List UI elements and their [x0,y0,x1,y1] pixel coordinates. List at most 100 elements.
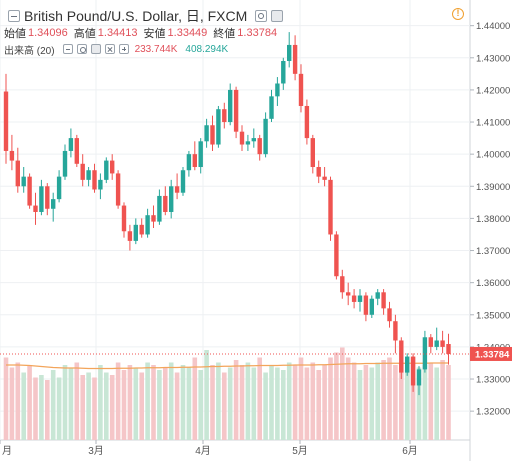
candle-up [56,176,62,200]
candle-up [422,337,428,370]
candle-down [304,105,310,139]
chart-legend: British Pound/U.S. Dollar, 日, FXCM 始値 1.… [0,0,470,62]
candle-down [316,167,321,177]
volume-bar [281,370,286,440]
volume-bar [328,357,333,440]
volume-bar [310,362,316,440]
more-icon[interactable] [118,44,129,54]
volume-bar [286,362,292,440]
settings-icon[interactable] [90,44,101,54]
candle-down [340,276,345,293]
candle-down [440,340,445,347]
price-tick-label: 1.38000 [476,214,510,225]
volume-bar [275,367,280,440]
candle-down [33,205,38,212]
volume-bar [74,362,80,440]
volume-bar [257,357,262,440]
candle-down [292,44,298,74]
candle-down [3,91,9,151]
volume-bar [216,362,221,440]
volume-bar [245,362,251,440]
candle-up [269,96,274,119]
volume-bar [174,372,180,440]
price-tick-label: 1.43000 [476,53,510,64]
price-tick-label: 1.35000 [476,310,510,321]
candle-up [216,109,221,145]
candle-down [257,138,262,155]
volume-bar [9,367,15,440]
volume-bar [127,365,133,440]
volume-bar [139,372,144,440]
candle-down [192,154,197,168]
last-price-badge [470,346,512,361]
candle-up [51,199,56,209]
price-tick-label: 1.32000 [476,407,510,418]
candle-down [410,356,416,386]
candle-down [310,138,315,168]
volume-bar [33,377,38,440]
volume-bar [198,370,203,440]
low-label: 安値 [143,28,166,40]
candle-up [198,141,203,168]
candle-up [133,224,138,241]
volume-bar [27,365,32,440]
candle-up [186,154,192,171]
candlestick-series [3,32,451,396]
time-tick-label: 6月 [402,445,418,457]
warning-icon[interactable]: ! [452,8,464,20]
candle-down [399,340,404,373]
volume-ma-value: 408.294K [185,43,229,55]
volume-bar [340,347,345,440]
symbol-title: British Pound/U.S. Dollar, 日, FXCM [24,8,248,24]
volume-bar [222,372,227,440]
visibility-icon[interactable] [255,10,268,22]
volume-ma-line [6,362,449,370]
volume-bar [393,365,398,440]
candle-down [346,292,351,296]
volume-bar [163,367,168,440]
volume-bar [98,365,103,440]
volume-bar [351,362,357,440]
candle-down [174,186,180,193]
volume-bar [304,367,310,440]
candle-down [351,295,357,302]
candle-down [27,176,32,206]
candle-up [39,186,44,212]
volume-bar [115,362,121,440]
price-tick-label: 1.39000 [476,182,510,193]
volume-bar [92,377,97,440]
candle-down [428,337,433,347]
time-axis[interactable]: 月 3月 4月 5月 6月 [0,440,418,457]
candle-down [328,179,333,235]
volume-bar [15,362,21,440]
candle-up [145,215,150,235]
candle-up [405,356,410,373]
candle-up [245,141,251,145]
volume-bar [369,367,375,440]
candle-up [62,150,68,177]
volume-bar [428,362,434,440]
collapse-icon[interactable] [62,44,73,54]
candle-up [86,170,91,180]
visibility-icon[interactable] [76,44,87,54]
candle-down [80,163,85,180]
volume-bar [104,372,109,440]
high-label: 高値 [73,28,96,40]
price-tick-label: 1.37000 [476,246,510,257]
low-value: 1.33449 [167,27,208,39]
volume-bar [334,352,339,440]
time-tick-label: 4月 [195,445,211,457]
candle-down [45,186,50,209]
close-icon[interactable] [104,44,115,54]
candle-up [157,195,162,222]
candle-down [393,321,398,341]
candle-down [233,89,239,132]
collapse-icon[interactable] [8,10,20,22]
candle-down [387,308,392,322]
candle-down [322,176,327,180]
candle-up [21,176,26,187]
candle-up [204,125,209,142]
open-value: 1.34096 [28,27,68,39]
settings-icon[interactable] [271,10,284,22]
